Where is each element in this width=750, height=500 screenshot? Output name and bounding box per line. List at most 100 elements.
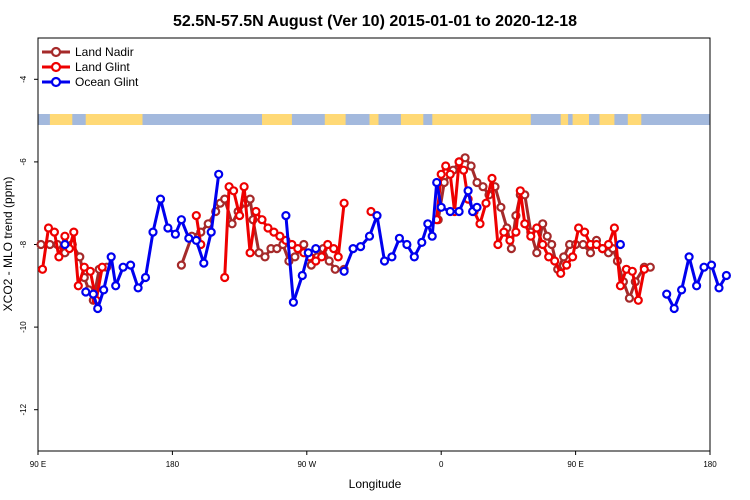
data-point	[669, 303, 679, 314]
data-point	[275, 231, 285, 241]
data-point	[603, 239, 614, 250]
strip-ocean	[641, 114, 710, 125]
chart-title: 52.5N-57.5N August (Ver 10) 2015-01-01 t…	[173, 13, 577, 30]
data-point	[409, 252, 419, 262]
data-point	[394, 233, 404, 243]
data-point	[269, 227, 279, 237]
data-point	[54, 252, 64, 262]
series-line-segment	[284, 214, 295, 304]
data-point	[578, 239, 588, 250]
data-point	[427, 231, 437, 241]
data-point	[133, 283, 143, 293]
y-tick-label: -10	[19, 321, 28, 333]
data-point	[487, 173, 497, 183]
y-tick-label: -4	[19, 75, 28, 83]
series-line-segment	[151, 197, 162, 234]
series-line-segment	[571, 226, 581, 259]
data-point	[550, 256, 560, 266]
data-point	[148, 227, 158, 237]
data-point	[364, 231, 375, 241]
series-line-segment	[72, 230, 80, 288]
series-line-segment	[144, 230, 155, 279]
strip-ocean	[589, 114, 600, 125]
data-point	[333, 252, 343, 262]
data-point	[299, 239, 309, 250]
x-tick-label: 90 W	[297, 460, 316, 469]
data-point	[445, 206, 455, 217]
data-point	[60, 231, 70, 241]
data-point	[263, 223, 273, 233]
data-point	[140, 272, 151, 283]
legend-marker	[50, 46, 62, 58]
data-point	[460, 153, 470, 163]
data-point	[538, 239, 548, 250]
series-line-segment	[209, 172, 221, 234]
data-point	[93, 303, 103, 314]
data-point	[436, 169, 446, 179]
data-point	[466, 161, 476, 171]
data-point	[36, 239, 46, 250]
data-point	[691, 281, 702, 291]
legend-label: Ocean Glint	[75, 75, 139, 89]
data-point	[379, 256, 390, 266]
data-point	[706, 260, 717, 270]
data-point	[402, 239, 412, 250]
data-point	[615, 281, 626, 291]
data-point	[184, 233, 194, 243]
series-line-segment	[223, 185, 231, 279]
data-point	[81, 287, 91, 297]
data-point	[206, 227, 216, 237]
data-point	[459, 165, 469, 175]
data-point	[597, 244, 608, 254]
series-line-segment	[336, 201, 346, 259]
legend-marker	[50, 76, 62, 88]
series-line-segment	[291, 274, 304, 304]
data-point	[639, 264, 649, 274]
data-point	[303, 248, 313, 258]
data-point	[496, 202, 506, 212]
data-point	[163, 223, 173, 233]
legend-item-land-glint: Land Glint	[42, 60, 130, 74]
y-tick-label: -8	[19, 240, 28, 248]
strip-land	[38, 114, 710, 125]
data-point	[547, 239, 557, 250]
series-line-segment	[102, 255, 113, 292]
data-point	[520, 219, 530, 229]
data-point	[191, 211, 201, 221]
data-point	[417, 237, 427, 247]
data-point	[515, 186, 525, 196]
data-point	[472, 177, 482, 188]
series-line-segment	[375, 214, 386, 263]
data-point	[245, 248, 255, 258]
data-point	[297, 270, 307, 281]
data-point	[191, 235, 201, 245]
data-point	[37, 264, 48, 274]
data-point	[272, 244, 282, 254]
data-point	[478, 182, 488, 192]
data-point	[591, 239, 602, 250]
x-tick-label: 180	[703, 460, 717, 469]
legend-marker	[50, 61, 62, 73]
series-line-segment	[248, 210, 258, 255]
data-point	[609, 223, 620, 233]
strip-ocean	[423, 114, 433, 125]
data-point	[214, 169, 224, 179]
data-point	[532, 223, 542, 233]
series-layer	[36, 153, 732, 314]
land-sea-strip	[38, 114, 710, 125]
data-point	[99, 285, 109, 295]
strip-ocean	[614, 114, 628, 125]
data-point	[176, 215, 186, 225]
data-point	[436, 202, 446, 212]
data-point	[472, 202, 482, 212]
data-point	[257, 215, 267, 225]
series-line-segment	[680, 255, 691, 292]
data-point	[88, 289, 98, 299]
data-point	[49, 227, 60, 237]
data-point	[260, 252, 270, 262]
data-point	[544, 252, 554, 262]
data-point	[633, 295, 643, 305]
data-point	[155, 194, 166, 204]
data-point	[542, 231, 552, 241]
